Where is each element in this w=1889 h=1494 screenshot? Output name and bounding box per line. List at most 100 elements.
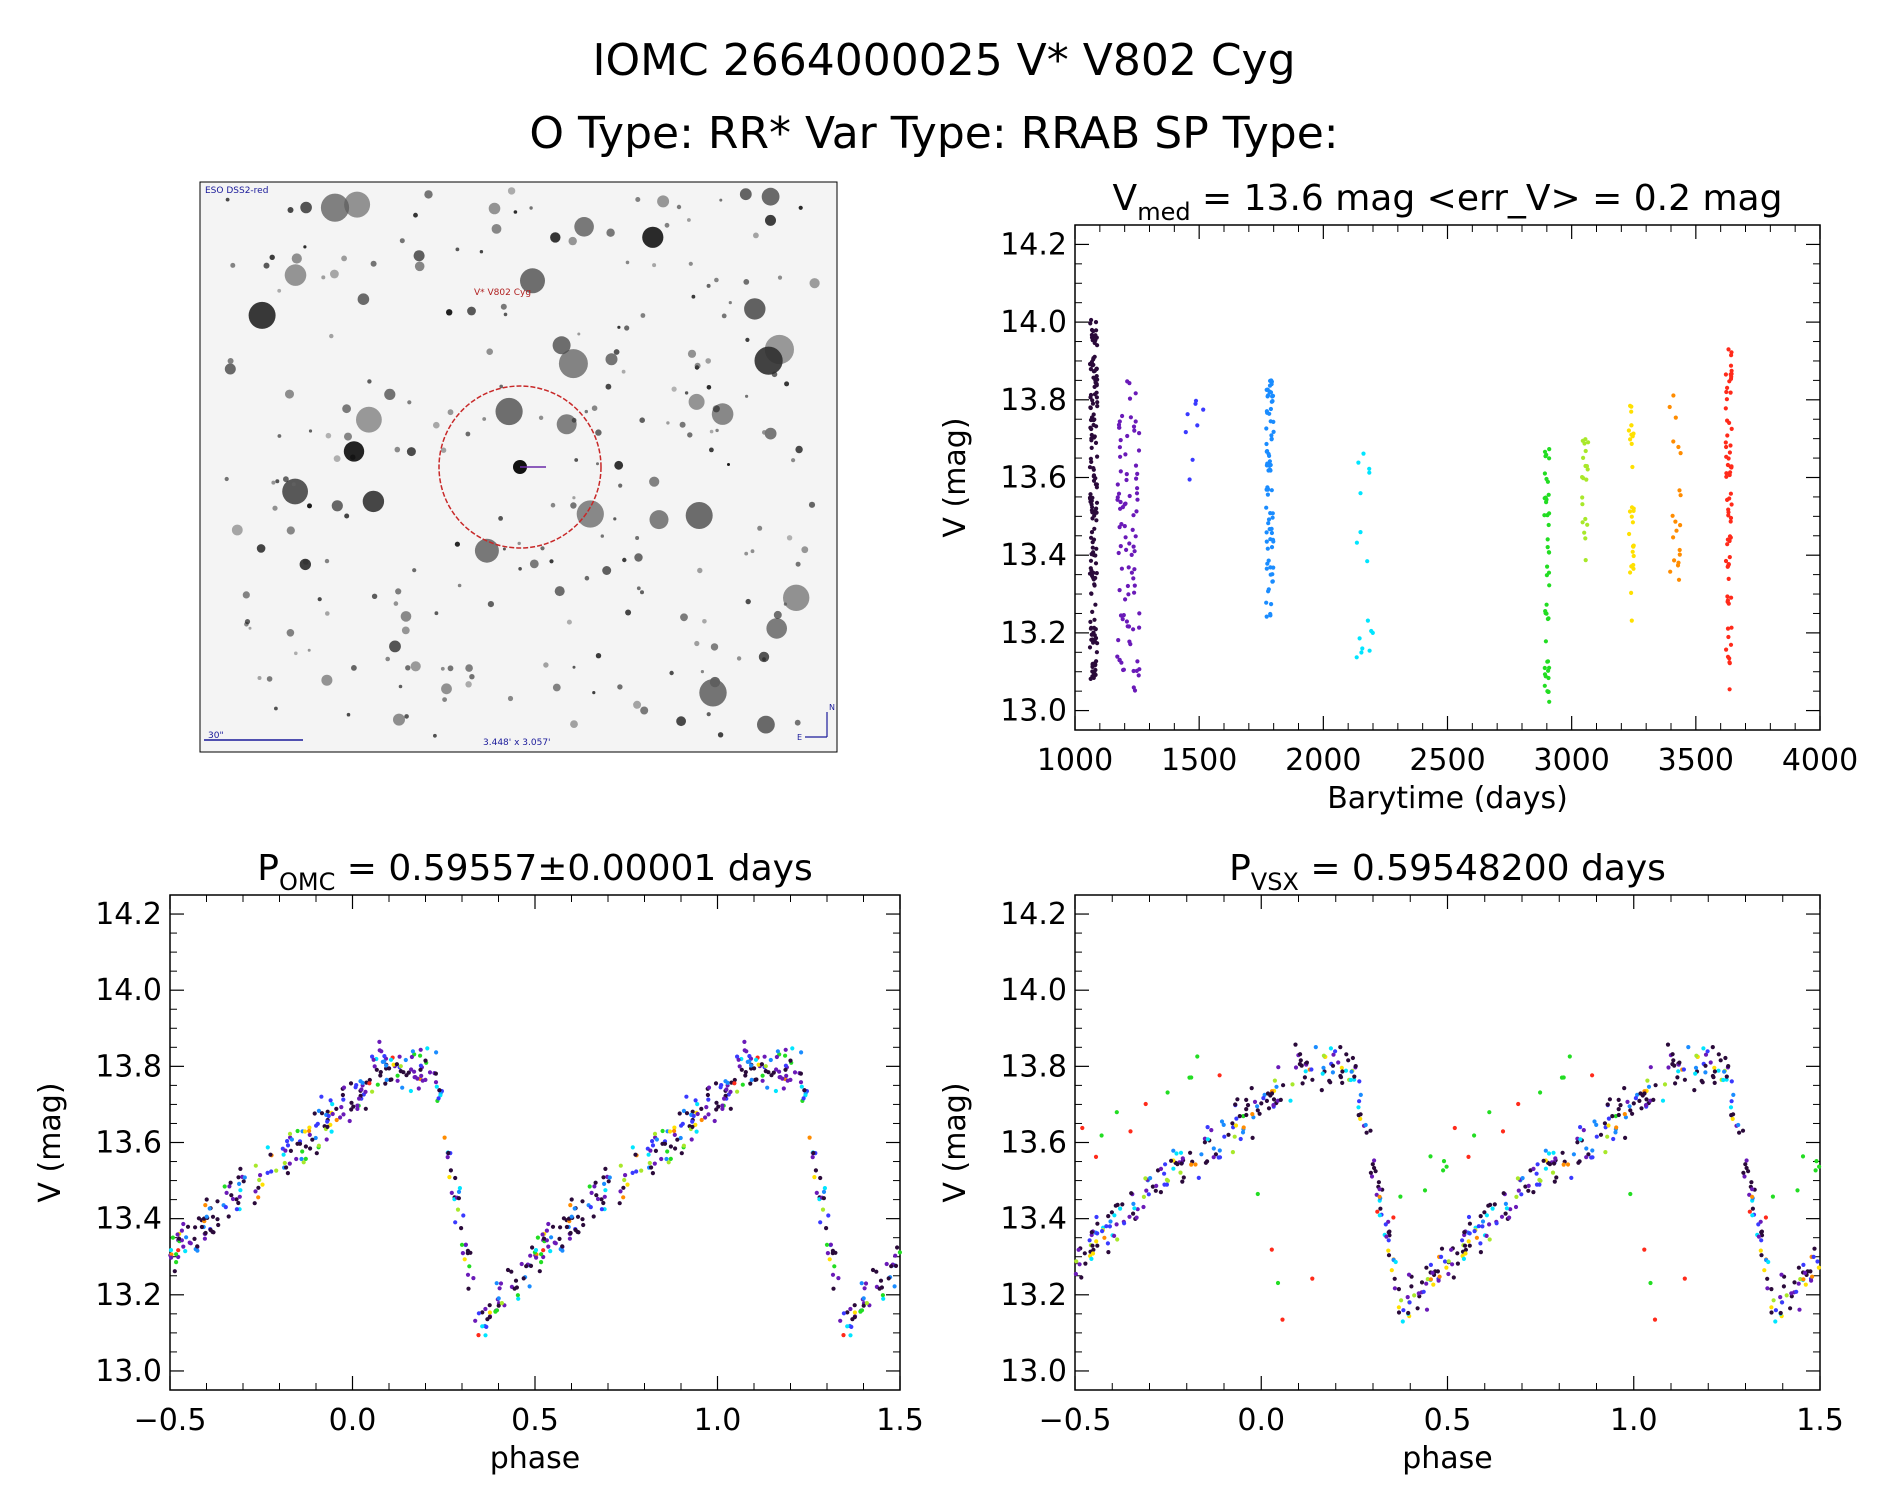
- phase-point: [237, 1181, 242, 1186]
- phase-point: [892, 1284, 897, 1289]
- phase-point: [433, 1080, 439, 1085]
- finder-star: [750, 549, 755, 554]
- lightcurve-point: [1091, 474, 1096, 479]
- phase-point: [378, 1070, 383, 1075]
- phase-point: [798, 1080, 804, 1085]
- lightcurve-point: [1088, 395, 1093, 400]
- phase-point: [181, 1244, 186, 1249]
- lightcurve-point: [1265, 492, 1270, 497]
- lightcurve-point: [1542, 665, 1547, 671]
- lightcurve-point: [1117, 419, 1122, 424]
- phase-point: [401, 1070, 406, 1075]
- lightcurve-point: [1725, 594, 1730, 599]
- finder-star: [757, 525, 763, 531]
- phase-point: [215, 1199, 220, 1204]
- phase-point: [695, 1111, 700, 1117]
- phase-point: [453, 1220, 458, 1225]
- phase-point: [1622, 1086, 1627, 1091]
- phase-point: [1703, 1063, 1708, 1068]
- lightcurve-point: [1581, 455, 1586, 460]
- y-axis-label: V (mag): [938, 1082, 973, 1202]
- phase-point: [360, 1080, 365, 1085]
- phase-point: [1431, 1282, 1436, 1287]
- finder-star: [640, 590, 644, 595]
- phase-point: [379, 1049, 384, 1054]
- phase-point: [1348, 1077, 1353, 1083]
- lightcurve-point: [1092, 526, 1097, 531]
- phase-point: [1441, 1168, 1446, 1173]
- finder-scale-label: 30": [208, 731, 224, 741]
- lightcurve-point: [1124, 547, 1129, 553]
- lightcurve-point: [1727, 472, 1732, 478]
- phase-point: [1141, 1204, 1146, 1210]
- phase-point: [1703, 1052, 1709, 1057]
- lightcurve-point: [1126, 624, 1132, 629]
- phase-point: [1265, 1091, 1271, 1096]
- lightcurve-point: [1115, 482, 1120, 487]
- phase-point: [476, 1333, 481, 1338]
- phase-point: [1516, 1188, 1521, 1193]
- phase-point: [534, 1255, 539, 1260]
- finder-star: [405, 665, 411, 671]
- phase-point: [1710, 1073, 1715, 1079]
- phase-point: [1744, 1165, 1749, 1171]
- finder-star: [529, 559, 539, 569]
- lightcurve-point: [1629, 618, 1634, 623]
- finder-star: [664, 222, 670, 228]
- phase-point: [818, 1175, 823, 1181]
- finder-star: [705, 358, 711, 364]
- lightcurve-point: [1629, 423, 1634, 428]
- phase-point: [781, 1086, 786, 1091]
- lightcurve-point: [1135, 486, 1140, 491]
- lightcurve-point: [1201, 407, 1206, 412]
- lightcurve-point: [1726, 576, 1731, 582]
- phase-point: [1616, 1112, 1621, 1118]
- phase-point: [1646, 1084, 1652, 1089]
- phase-point: [567, 1236, 573, 1241]
- phase-point: [799, 1050, 804, 1055]
- finder-star: [224, 476, 229, 482]
- phase-point: [880, 1293, 886, 1298]
- phase-point: [1606, 1116, 1611, 1121]
- phase-point: [552, 1240, 557, 1245]
- finder-star: [434, 611, 439, 616]
- phase-point: [1531, 1190, 1536, 1195]
- phase-point: [848, 1333, 853, 1338]
- phase-point: [744, 1049, 749, 1054]
- phase-point: [603, 1188, 608, 1193]
- phase-point: [788, 1058, 793, 1063]
- phase-point: [1217, 1073, 1222, 1078]
- phase-point: [886, 1276, 891, 1281]
- phase-point: [1222, 1134, 1227, 1139]
- phase-point: [678, 1135, 683, 1141]
- finder-star: [591, 405, 598, 412]
- phase-point: [1424, 1307, 1430, 1312]
- phase-point: [1801, 1262, 1806, 1267]
- lightcurve-point: [1089, 530, 1095, 535]
- phase-point: [1102, 1235, 1107, 1240]
- finder-star: [406, 447, 416, 457]
- finder-star: [657, 195, 670, 208]
- phase-point: [226, 1214, 231, 1219]
- phase-point: [338, 1115, 343, 1120]
- phase-point: [623, 1173, 628, 1178]
- phase-point: [535, 1235, 541, 1240]
- phase-point: [330, 1102, 335, 1107]
- phase-point: [1731, 1092, 1736, 1097]
- phase-point: [1211, 1155, 1216, 1160]
- x-tick-label: 1.0: [1610, 1403, 1658, 1438]
- lightcurve-point: [1583, 536, 1588, 541]
- x-tick-label: 0.0: [1237, 1403, 1285, 1438]
- phase-point: [1800, 1154, 1806, 1159]
- phase-point: [1484, 1233, 1489, 1238]
- finder-star: [469, 674, 475, 680]
- phase-point: [1230, 1121, 1235, 1126]
- finder-star: [367, 379, 372, 384]
- lightcurve-point: [1676, 577, 1682, 582]
- phase-point: [893, 1253, 898, 1258]
- finder-star: [808, 501, 816, 508]
- finder-star: [410, 661, 421, 672]
- phase-point: [325, 1119, 330, 1124]
- lightcurve-point: [1266, 521, 1271, 526]
- lightcurve-point: [1093, 380, 1098, 385]
